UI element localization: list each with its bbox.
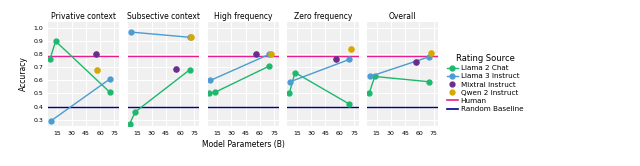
X-axis label: Model Parameters (B): Model Parameters (B) (202, 140, 285, 149)
Point (251, 53, 261, 56)
Y-axis label: Accuracy: Accuracy (19, 56, 28, 91)
Point (92, 53, 102, 56)
Point (266, 53, 276, 56)
Title: Subsective context: Subsective context (127, 12, 200, 21)
Title: Privative context: Privative context (51, 12, 116, 21)
Point (426, 52, 436, 54)
Point (346, 48, 356, 50)
Title: High frequency: High frequency (214, 12, 273, 21)
Point (171, 67, 181, 70)
Point (92, 69, 102, 71)
Title: Zero frequency: Zero frequency (294, 12, 352, 21)
Title: Overall: Overall (389, 12, 417, 21)
Legend: Llama 2 Chat, Llama 3 Instruct, Mixtral Instruct, Qwen 2 Instruct, Human, Random: Llama 2 Chat, Llama 3 Instruct, Mixtral … (444, 51, 526, 115)
Point (186, 36, 196, 39)
Point (331, 58, 341, 61)
Point (410, 61, 420, 63)
